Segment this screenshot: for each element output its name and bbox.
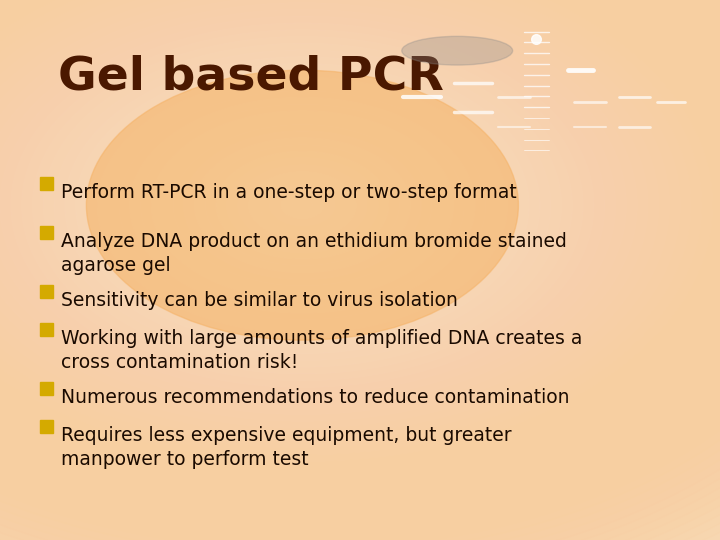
Text: Gel based PCR: Gel based PCR <box>58 54 444 99</box>
Text: Requires less expensive equipment, but greater
manpower to perform test: Requires less expensive equipment, but g… <box>61 426 512 469</box>
Bar <box>40 285 53 298</box>
Text: Perform RT-PCR in a one-step or two-step format: Perform RT-PCR in a one-step or two-step… <box>61 183 517 202</box>
Bar <box>40 420 53 433</box>
Bar <box>40 177 53 190</box>
Ellipse shape <box>86 70 518 340</box>
Bar <box>40 382 53 395</box>
Bar <box>40 323 53 336</box>
Ellipse shape <box>402 36 513 65</box>
Text: Working with large amounts of amplified DNA creates a
cross contamination risk!: Working with large amounts of amplified … <box>61 329 582 372</box>
Text: Sensitivity can be similar to virus isolation: Sensitivity can be similar to virus isol… <box>61 291 458 310</box>
Bar <box>40 226 53 239</box>
Text: Analyze DNA product on an ethidium bromide stained
agarose gel: Analyze DNA product on an ethidium bromi… <box>61 232 567 275</box>
Text: Numerous recommendations to reduce contamination: Numerous recommendations to reduce conta… <box>61 388 570 407</box>
